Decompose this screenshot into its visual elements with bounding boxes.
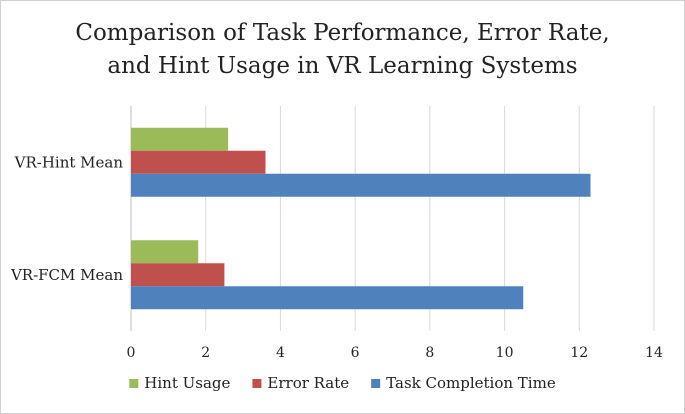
x-tick-label: 12 [570, 345, 588, 361]
x-tick-label: 0 [127, 345, 136, 361]
legend-swatch [252, 379, 262, 388]
bar-task-completion-time [131, 286, 524, 310]
x-tick-label: 4 [276, 345, 285, 361]
x-tick-label: 8 [425, 345, 434, 361]
x-tick-label: 14 [645, 345, 663, 361]
bar-hint-usage [131, 240, 199, 264]
x-tick-label: 2 [201, 345, 210, 361]
legend-label: Hint Usage [144, 374, 230, 392]
legend-label: Error Rate [267, 374, 349, 392]
legend-label: Task Completion Time [386, 374, 556, 392]
bar-error-rate [131, 263, 225, 287]
chart-title: Comparison of Task Performance, Error Ra… [75, 20, 610, 79]
category-label: VR-Hint Mean [14, 153, 124, 171]
x-tick-label: 6 [351, 345, 360, 361]
category-label: VR-FCM Mean [10, 266, 123, 284]
bar-error-rate [131, 150, 266, 174]
bar-task-completion-time [131, 173, 591, 197]
legend-swatch [371, 379, 381, 388]
bar-hint-usage [131, 127, 229, 151]
x-tick-label: 10 [496, 345, 514, 361]
legend-swatch [129, 379, 139, 388]
